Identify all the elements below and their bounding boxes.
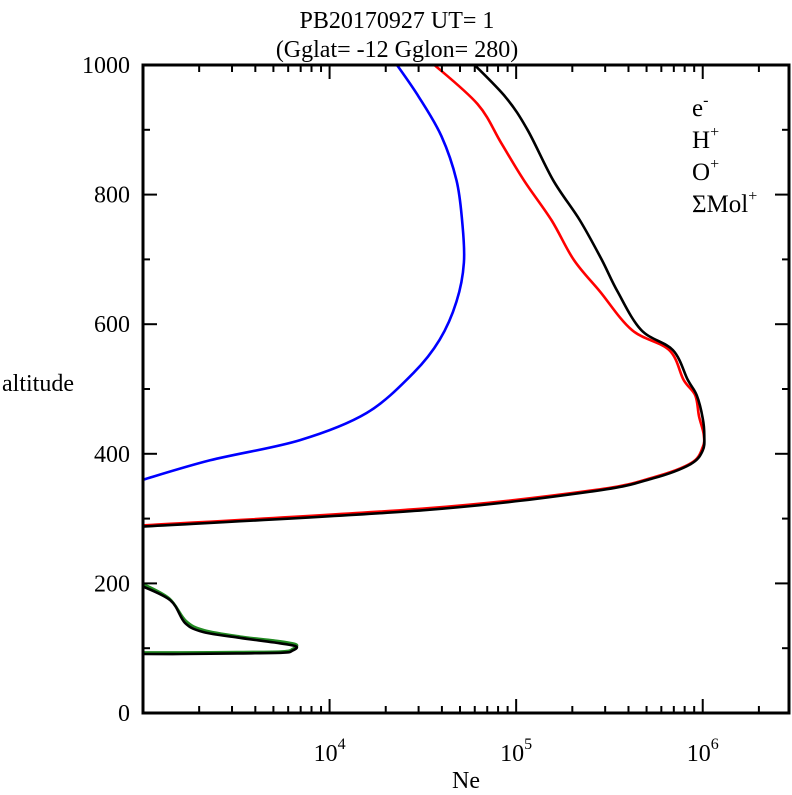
legend-item-2-sup: + [710, 156, 719, 173]
legend-item-3: ΣMol+ [692, 188, 757, 218]
curves-group [143, 65, 706, 656]
legend: e- H+ O+ ΣMol+ [692, 92, 757, 218]
x-tick-base: 10 [314, 741, 338, 767]
y-tick-label: 600 [94, 312, 130, 338]
x-tick-exp: 6 [711, 736, 719, 753]
y-tick-label: 1000 [82, 53, 130, 79]
curve-h-plus [143, 65, 466, 482]
x-tick-exp: 4 [338, 736, 346, 753]
chart-title-line1: PB20170927 UT= 1 [300, 8, 495, 34]
x-tick-label: 104 [314, 736, 346, 767]
curve-electron-f-region [143, 65, 706, 528]
x-tick-exp: 5 [524, 736, 532, 753]
y-axis-label: altitude [2, 371, 74, 397]
legend-item-1: H+ [692, 124, 719, 154]
x-tick-base: 10 [500, 741, 524, 767]
x-tick-label: 106 [687, 736, 719, 767]
plot-frame [141, 63, 791, 715]
y-tick-label: 800 [94, 183, 130, 209]
y-tick-label: 400 [94, 442, 130, 468]
legend-item-3-sup: + [748, 188, 757, 205]
x-axis-label: Ne [452, 768, 480, 794]
legend-item-2: O+ [692, 156, 719, 186]
legend-item-2-base: O [692, 159, 710, 186]
chart-title-line2: (Gglat= -12 Gglon= 280) [276, 37, 518, 63]
legend-item-3-base: ΣMol [692, 191, 748, 218]
legend-item-1-base: H [692, 127, 710, 154]
legend-item-1-sup: + [710, 124, 719, 141]
legend-item-0-sup: - [703, 92, 708, 109]
x-tick-label: 105 [500, 736, 532, 767]
x-tick-base: 10 [687, 741, 711, 767]
y-tick-label: 0 [118, 701, 130, 727]
legend-item-0-base: e [692, 95, 703, 122]
curve-electron-e-region [143, 585, 299, 656]
y-tick-label: 200 [94, 571, 130, 597]
legend-item-0: e- [692, 92, 708, 122]
curve-sum-mol-plus [143, 582, 299, 654]
